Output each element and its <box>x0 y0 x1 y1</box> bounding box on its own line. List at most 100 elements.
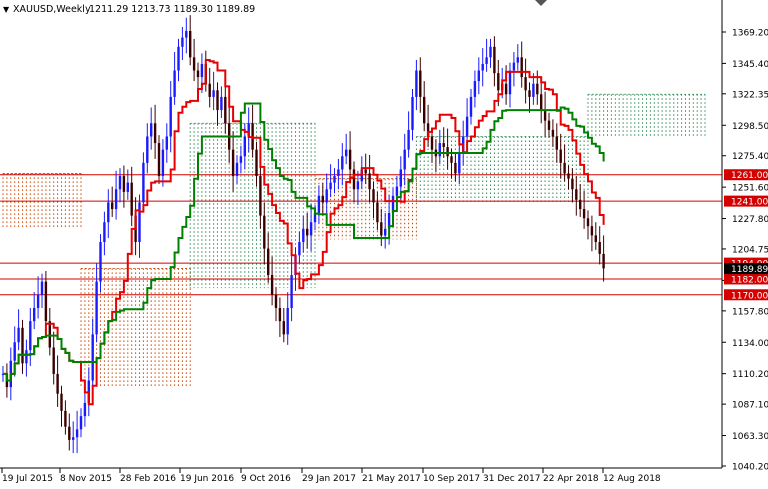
candle-body <box>91 334 94 381</box>
candle-body <box>590 226 594 236</box>
candle-body <box>325 189 328 203</box>
candle-body <box>169 96 172 137</box>
level-label-bg <box>724 195 768 207</box>
candle-body <box>13 342 16 361</box>
candle-body <box>333 176 336 183</box>
candle-body <box>146 136 149 163</box>
candle-body <box>598 242 601 254</box>
candle-body <box>224 96 227 124</box>
x-tick-label: 8 Nov 2015 <box>60 474 112 484</box>
candle-body <box>95 281 98 335</box>
candle-body <box>555 136 558 150</box>
symbol-label: XAUUSD,Weekly <box>13 4 91 15</box>
y-tick-label: 1204.75 <box>732 245 768 255</box>
candle-body <box>52 347 55 374</box>
candle-body <box>274 294 278 308</box>
candle-body <box>489 46 492 58</box>
y-tick-label: 1275.40 <box>732 152 768 162</box>
candle-body <box>512 62 516 71</box>
candle-body <box>567 173 570 179</box>
candle-body <box>255 149 258 177</box>
candle-body <box>267 248 270 275</box>
candle-body <box>243 136 246 157</box>
candle-body <box>17 327 20 343</box>
price-axis: 1369.20 1345.40 1322.35 1298.50 1275.40 1251.… <box>722 29 768 473</box>
candle-body <box>173 70 176 97</box>
level-label: 1170.00 <box>731 291 768 301</box>
menu-triangle-icon[interactable]: ▼ <box>3 5 10 14</box>
candle-body <box>118 176 122 190</box>
candle-body <box>551 129 555 137</box>
candle-body <box>317 195 321 213</box>
ohlc-readout: 1211.29 1213.73 1189.30 1189.89 <box>89 4 255 15</box>
candle-body <box>44 281 48 322</box>
candle-body <box>189 30 192 58</box>
candle-body <box>114 189 118 210</box>
candle-body <box>426 123 430 137</box>
candle-body <box>329 182 332 190</box>
candle-body <box>563 162 566 174</box>
candle-body <box>282 321 285 335</box>
level-label-bg <box>724 273 768 285</box>
candle-body <box>458 152 461 174</box>
candle-body <box>216 90 219 111</box>
kijun-sen-line <box>3 102 605 382</box>
candle-body <box>68 426 71 440</box>
candle-body <box>532 83 535 97</box>
level-label-bg <box>724 169 768 181</box>
candle-body <box>220 96 223 111</box>
candle-body <box>543 110 547 121</box>
candle-body <box>540 94 543 111</box>
candle-body <box>103 222 106 243</box>
indicator-lines <box>3 58 605 406</box>
x-tick-label: 19 Jul 2015 <box>2 474 53 484</box>
scroll-marker-icon[interactable] <box>535 0 547 6</box>
y-tick-label: 1345.40 <box>732 60 768 70</box>
candle-body <box>504 83 508 95</box>
candle-body <box>485 57 488 64</box>
y-tick-label: 1040.20 <box>732 463 768 473</box>
candle-body <box>83 402 87 417</box>
candle-body <box>364 169 367 174</box>
candle-body <box>99 242 102 282</box>
candle-body <box>212 90 215 97</box>
x-tick-label: 21 May 2017 <box>362 474 421 484</box>
y-tick-label: 1251.60 <box>732 184 768 194</box>
candle-body <box>64 410 67 427</box>
candle-body <box>423 96 426 124</box>
candle-body <box>582 209 586 219</box>
candle-body <box>348 149 352 170</box>
level-label: 1241.00 <box>731 198 768 208</box>
x-tick-label: 31 Dec 2017 <box>483 474 541 484</box>
candle-body <box>368 173 371 190</box>
candle-body <box>40 281 44 295</box>
candle-body <box>536 83 539 95</box>
candle-body <box>465 116 469 137</box>
y-tick-label: 1322.35 <box>732 90 768 100</box>
candle-body <box>547 120 551 130</box>
candle-body <box>407 129 410 150</box>
candle-body <box>528 90 531 97</box>
candle-body <box>571 178 574 190</box>
candle-body <box>454 162 457 174</box>
candle-body <box>352 169 356 190</box>
candle-body <box>33 307 36 322</box>
candle-body <box>122 176 126 192</box>
candle-body <box>520 57 523 78</box>
candle-body <box>142 162 145 203</box>
candle-body <box>446 147 449 157</box>
x-tick-label: 19 Jun 2016 <box>180 474 234 484</box>
time-axis: 19 Jul 2015 8 Nov 2015 28 Feb 2016 19 Jun 2… <box>1 468 661 484</box>
candle-body <box>391 195 395 213</box>
candle-body <box>450 156 453 163</box>
candle-body <box>376 202 379 223</box>
candle-body <box>181 37 184 47</box>
candle-body <box>497 73 500 91</box>
candle-body <box>345 149 348 157</box>
candle-body <box>192 57 196 71</box>
candle-body <box>403 149 406 170</box>
candle-body <box>270 274 274 295</box>
